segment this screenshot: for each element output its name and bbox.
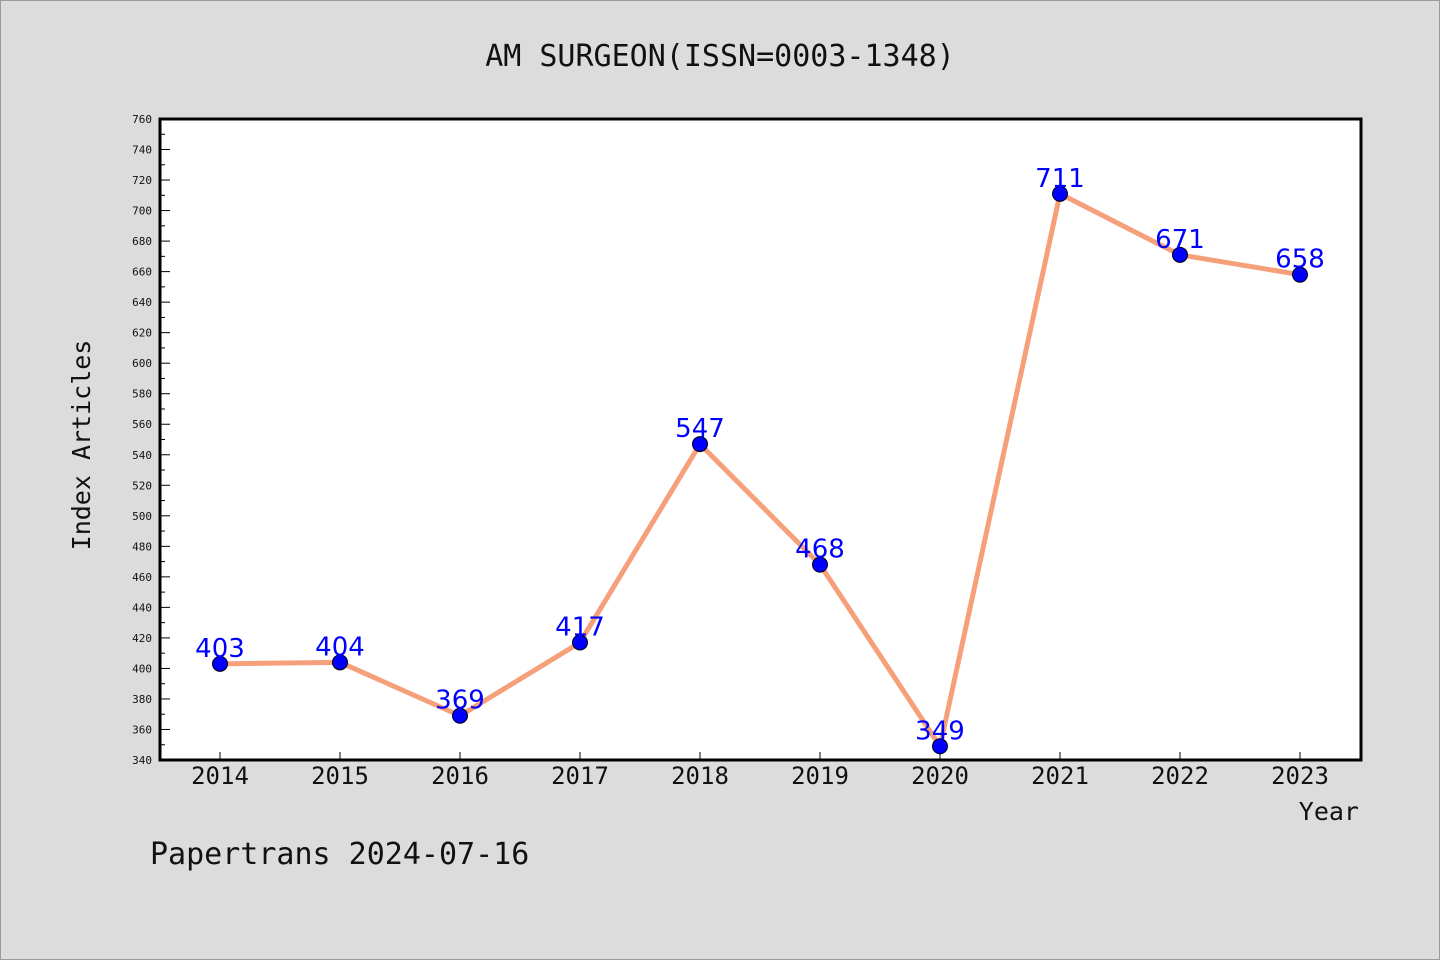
data-label: 417 xyxy=(555,612,605,642)
y-tick-label: 600 xyxy=(132,357,152,370)
y-tick-label: 720 xyxy=(132,174,152,187)
data-point xyxy=(932,738,948,755)
y-tick-label: 540 xyxy=(132,449,152,462)
y-tick-label: 700 xyxy=(132,205,152,218)
series-markers xyxy=(212,185,1308,755)
data-label: 369 xyxy=(435,686,485,716)
data-label: 468 xyxy=(795,535,845,565)
data-label: 711 xyxy=(1035,164,1085,194)
data-point xyxy=(812,556,828,573)
data-point xyxy=(1172,246,1188,263)
y-tick-label: 640 xyxy=(132,296,152,309)
x-tick-label: 2016 xyxy=(431,762,489,790)
plot-area xyxy=(158,117,1363,762)
data-labels: 403 404 369 417 547 468 349 711 671 658 xyxy=(195,164,1325,746)
x-tick-label: 2015 xyxy=(311,762,369,790)
y-tick-label: 360 xyxy=(132,723,152,736)
data-point xyxy=(1052,185,1068,202)
x-axis: 2014 2015 2016 2017 2018 2019 2020 2021 2022 2023 xyxy=(191,752,1329,790)
y-tick-label: 340 xyxy=(132,754,152,767)
y-tick-label: 500 xyxy=(132,510,152,523)
data-label: 404 xyxy=(315,632,365,662)
data-label: 349 xyxy=(915,716,965,746)
y-tick-label: 760 xyxy=(132,113,152,126)
y-tick-label: 380 xyxy=(132,693,152,706)
series-line xyxy=(217,191,1303,749)
y-axis: 340 360 380 400 420 440 460 480 500 520 540 560 580 6… xyxy=(132,113,170,767)
x-tick-label: 2014 xyxy=(191,762,249,790)
chart-title: AM SURGEON(ISSN=0003-1348) xyxy=(485,39,955,74)
data-label: 547 xyxy=(675,414,725,444)
data-point xyxy=(452,707,468,724)
y-tick-label: 460 xyxy=(132,571,152,584)
y-tick-label: 620 xyxy=(132,327,152,340)
data-label: 658 xyxy=(1275,245,1325,275)
x-tick-label: 2022 xyxy=(1151,762,1209,790)
footer-text: Papertrans 2024-07-16 xyxy=(150,837,529,872)
data-point xyxy=(1292,266,1308,283)
y-tick-label: 520 xyxy=(132,479,152,492)
x-tick-label: 2017 xyxy=(551,762,609,790)
data-point xyxy=(692,436,708,453)
series-polyline xyxy=(217,191,1303,749)
data-label: 671 xyxy=(1155,225,1205,255)
y-tick-label: 680 xyxy=(132,235,152,248)
y-tick-label: 740 xyxy=(132,144,152,157)
data-point xyxy=(572,634,588,651)
x-tick-label: 2021 xyxy=(1031,762,1089,790)
x-tick-label: 2023 xyxy=(1271,762,1329,790)
data-label: 403 xyxy=(195,634,245,664)
data-point xyxy=(332,654,348,671)
y-tick-label: 560 xyxy=(132,418,152,431)
x-tick-label: 2020 xyxy=(911,762,969,790)
y-tick-label: 480 xyxy=(132,540,152,553)
y-tick-label: 400 xyxy=(132,662,152,675)
y-tick-label: 440 xyxy=(132,601,152,614)
y-tick-label: 660 xyxy=(132,266,152,279)
y-tick-label: 420 xyxy=(132,632,152,645)
data-point xyxy=(212,655,228,672)
x-tick-label: 2018 xyxy=(671,762,729,790)
y-tick-label: 580 xyxy=(132,388,152,401)
y-axis-label: Index Articles xyxy=(67,340,96,551)
x-axis-label: Year xyxy=(1299,797,1359,826)
x-tick-label: 2019 xyxy=(791,762,849,790)
